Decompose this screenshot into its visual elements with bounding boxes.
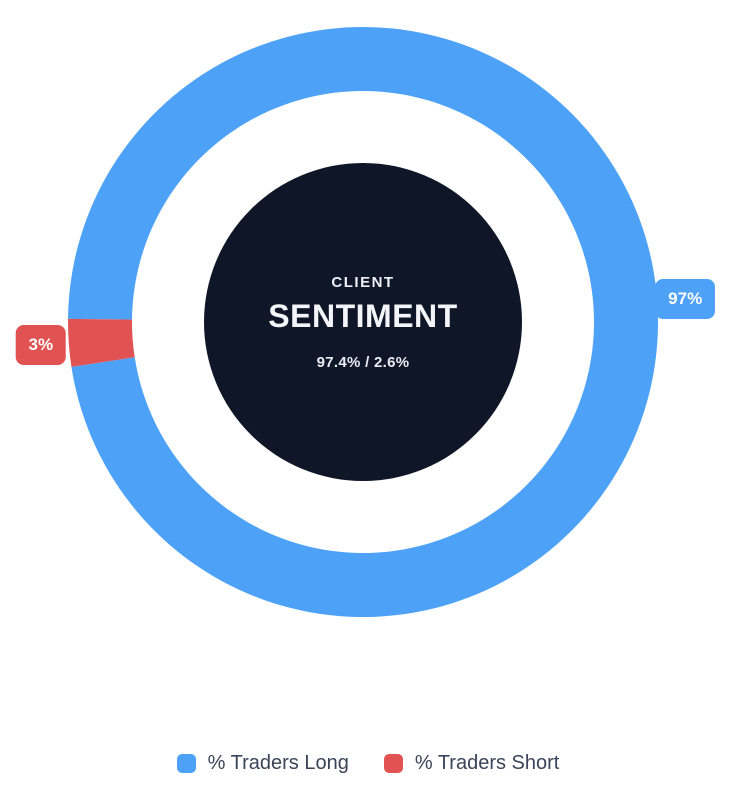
legend-item-short[interactable]: % Traders Short: [383, 750, 560, 776]
legend-label-short: % Traders Short: [414, 752, 560, 774]
donut-segment-short[interactable]: [68, 318, 135, 367]
legend-marker-short: [383, 753, 403, 773]
legend-marker-long: [176, 753, 196, 773]
long-percentage-badge: 97%: [655, 279, 716, 320]
center-title: CLIENT: [331, 273, 395, 291]
legend-label-long: % Traders Long: [207, 752, 349, 774]
legend-item-long[interactable]: % Traders Long: [176, 750, 349, 776]
chart-center-label: CLIENT SENTIMENT 97.4% / 2.6%: [204, 163, 522, 481]
short-percentage-badge: 3%: [15, 324, 67, 365]
chart-legend: % Traders Long % Traders Short: [0, 750, 736, 776]
center-ratio: 97.4% / 2.6%: [316, 353, 410, 371]
center-main-title: SENTIMENT: [268, 297, 458, 334]
